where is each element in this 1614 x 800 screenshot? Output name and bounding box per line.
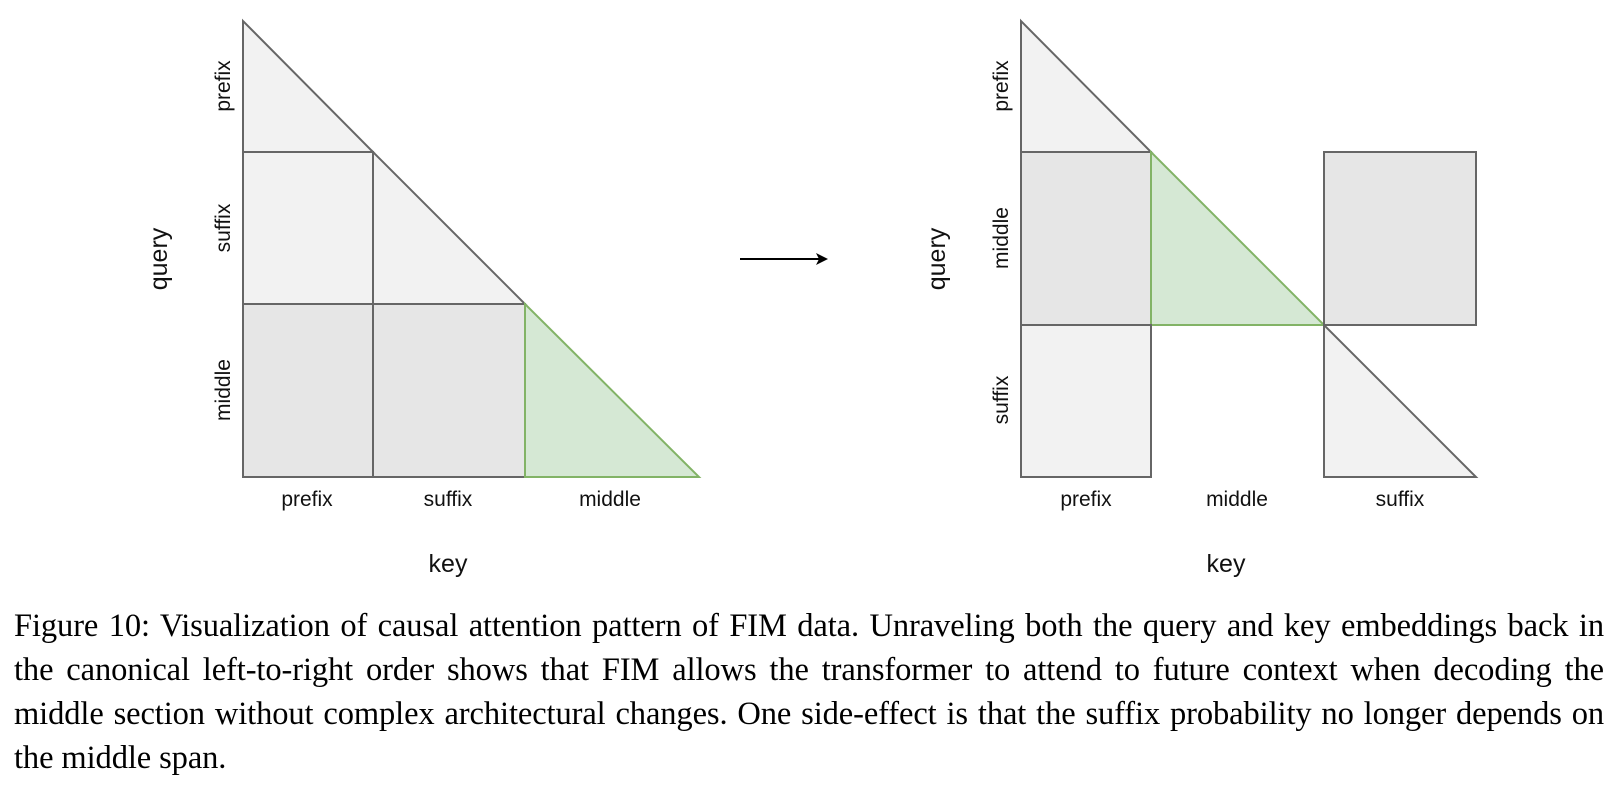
right-row-label-suffix: suffix [990, 375, 1013, 424]
right-row-label-prefix: prefix [990, 60, 1013, 112]
right-middle-middle-triangle [1150, 149, 1327, 326]
right-attention-diagram: prefix middle suffix prefix middle suffi… [923, 18, 1479, 578]
left-attention-diagram: prefix suffix middle prefix suffix middl… [145, 18, 702, 578]
left-suffix-suffix-triangle [372, 149, 528, 305]
left-row-label-suffix: suffix [212, 203, 235, 252]
left-middle-suffix-block [372, 303, 526, 478]
left-key-axis-title: key [429, 550, 468, 578]
left-col-label-suffix: suffix [424, 488, 473, 511]
left-middle-middle-triangle [524, 301, 702, 478]
right-prefix-prefix-triangle [1020, 18, 1154, 153]
left-row-label-prefix: prefix [212, 60, 235, 112]
right-middle-suffix-block [1323, 151, 1477, 326]
left-col-label-prefix: prefix [281, 488, 333, 511]
right-col-label-suffix: suffix [1376, 488, 1425, 511]
left-col-label-middle: middle [579, 488, 641, 511]
right-key-axis-title: key [1207, 550, 1246, 578]
left-row-label-middle: middle [212, 359, 235, 421]
right-suffix-suffix-triangle [1323, 322, 1479, 478]
right-suffix-prefix-block [1020, 324, 1152, 478]
right-col-label-prefix: prefix [1060, 488, 1112, 511]
right-middle-prefix-block [1020, 151, 1152, 326]
left-middle-prefix-block [242, 303, 374, 478]
left-suffix-prefix-block [242, 151, 374, 305]
attention-pattern-figure: prefix suffix middle prefix suffix middl… [145, 18, 1479, 578]
figure-caption: Figure 10: Visualization of causal atten… [14, 608, 1604, 776]
right-query-axis-title: query [923, 227, 951, 290]
right-row-label-middle: middle [990, 207, 1013, 269]
left-query-axis-title: query [145, 227, 173, 290]
left-prefix-prefix-triangle [242, 18, 376, 153]
right-col-label-middle: middle [1206, 488, 1268, 511]
